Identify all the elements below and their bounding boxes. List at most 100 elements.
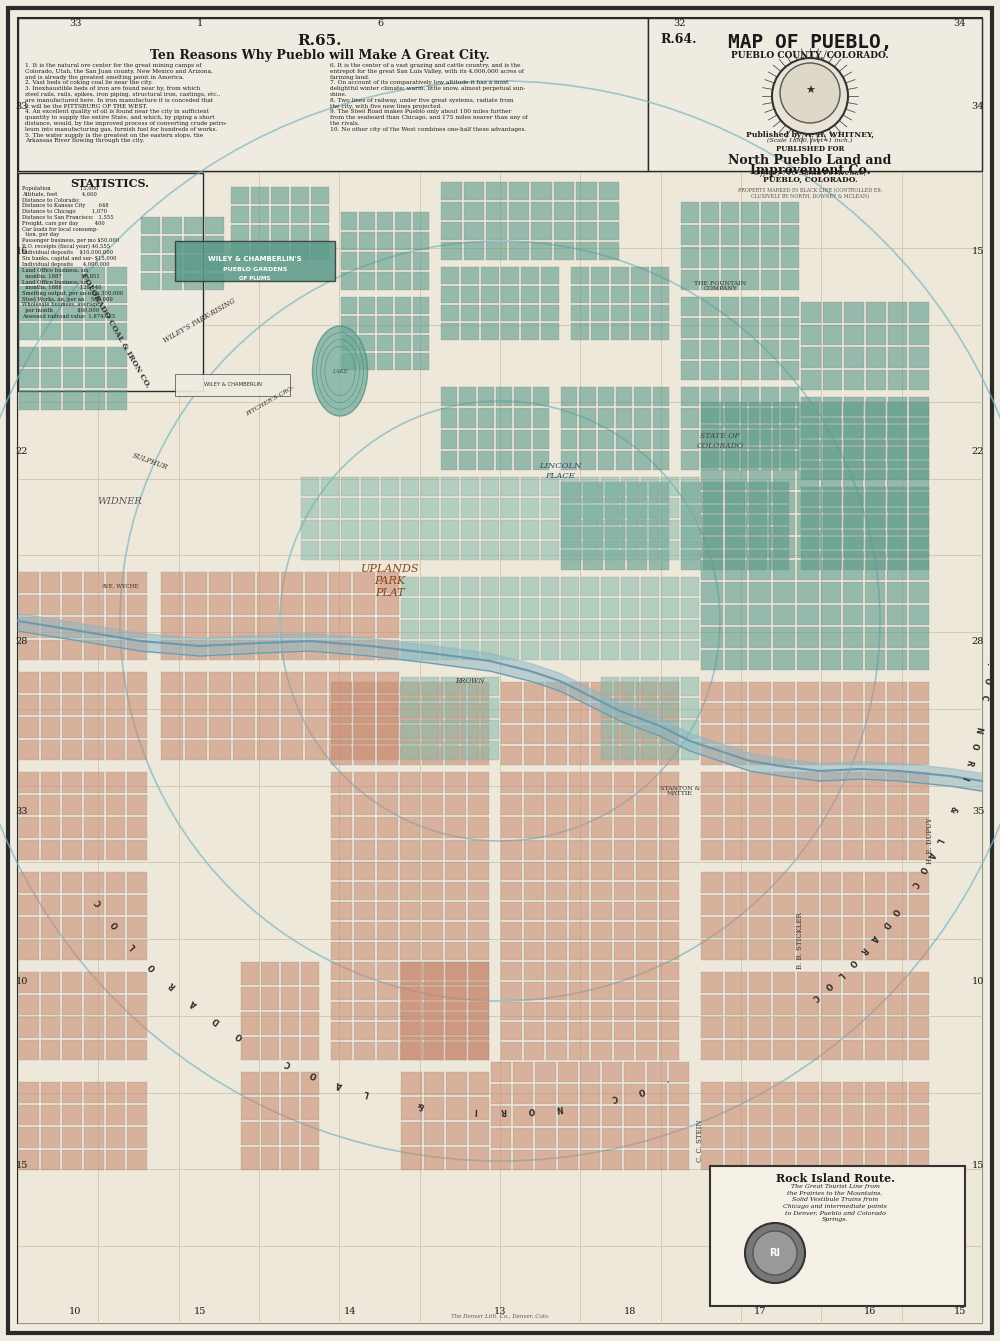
Bar xyxy=(568,746,589,764)
Bar xyxy=(725,995,747,1015)
Bar xyxy=(353,594,375,616)
Bar xyxy=(62,1126,82,1148)
Bar xyxy=(801,530,821,548)
Bar xyxy=(106,739,125,760)
Bar xyxy=(844,347,864,367)
Bar xyxy=(400,817,420,838)
Bar xyxy=(641,699,659,717)
Bar xyxy=(681,598,699,617)
Bar xyxy=(281,617,303,637)
Bar xyxy=(84,1082,104,1102)
Bar xyxy=(821,1016,841,1038)
Text: 6. It is the center of a vast grazing and cattle country, and is the
entrepot fo: 6. It is the center of a vast grazing an… xyxy=(330,63,528,131)
Bar xyxy=(761,247,779,267)
Bar xyxy=(331,1042,352,1059)
Bar xyxy=(681,577,699,597)
Bar xyxy=(614,1002,634,1021)
Bar xyxy=(354,703,375,723)
Bar xyxy=(747,527,767,547)
Bar xyxy=(887,817,907,838)
Bar xyxy=(865,649,885,670)
Bar xyxy=(531,182,552,200)
Bar xyxy=(636,683,656,701)
Bar xyxy=(701,451,719,469)
Bar xyxy=(658,817,679,838)
Bar xyxy=(41,640,60,660)
Bar xyxy=(823,325,842,345)
Bar xyxy=(888,461,907,480)
Bar xyxy=(821,917,841,937)
Bar xyxy=(887,995,907,1015)
Bar xyxy=(468,882,489,900)
Bar xyxy=(797,995,819,1015)
Bar xyxy=(721,202,739,223)
Bar xyxy=(681,699,699,717)
Bar xyxy=(321,519,339,539)
Bar xyxy=(703,527,723,547)
Bar xyxy=(421,620,439,638)
Bar xyxy=(281,987,299,1010)
Bar xyxy=(591,323,609,341)
Bar xyxy=(681,339,699,359)
Bar xyxy=(468,817,489,838)
Bar xyxy=(749,402,771,422)
Bar xyxy=(781,388,799,406)
Bar xyxy=(478,388,494,406)
Bar xyxy=(62,1082,82,1102)
Text: STATISTICS.: STATISTICS. xyxy=(70,178,150,189)
Bar xyxy=(311,186,329,204)
Bar xyxy=(701,772,723,793)
Text: WIDNER: WIDNER xyxy=(98,496,142,506)
Bar xyxy=(631,304,649,322)
Bar xyxy=(501,746,522,764)
Bar xyxy=(887,683,907,701)
Bar xyxy=(233,717,255,738)
Bar xyxy=(701,247,719,267)
Bar xyxy=(353,739,375,760)
Bar xyxy=(421,598,439,617)
Bar xyxy=(865,972,885,992)
Bar xyxy=(84,917,104,937)
Bar xyxy=(554,202,574,220)
Bar xyxy=(509,182,529,200)
Bar xyxy=(85,347,105,366)
Bar xyxy=(641,577,659,597)
Text: 16: 16 xyxy=(864,1306,876,1316)
Bar xyxy=(561,429,577,449)
Bar xyxy=(801,397,821,416)
Bar xyxy=(468,982,489,1000)
Bar xyxy=(331,839,352,860)
Text: WILEY & CHAMBERLIN: WILEY & CHAMBERLIN xyxy=(204,381,262,386)
Text: L: L xyxy=(835,970,845,979)
Bar xyxy=(271,205,289,223)
Bar xyxy=(107,286,127,303)
Bar xyxy=(41,839,60,860)
Bar xyxy=(591,902,612,920)
Bar xyxy=(887,746,907,764)
Bar xyxy=(909,508,929,527)
Bar xyxy=(62,995,82,1015)
Bar xyxy=(461,519,479,539)
Bar xyxy=(703,550,723,570)
Bar xyxy=(84,739,104,760)
Bar xyxy=(468,1022,489,1041)
Bar xyxy=(887,492,907,512)
Bar xyxy=(761,361,779,380)
Bar xyxy=(514,408,531,428)
Bar xyxy=(681,677,699,696)
Bar xyxy=(616,388,632,406)
Bar xyxy=(359,232,375,249)
Bar xyxy=(19,772,39,793)
Bar xyxy=(459,429,476,449)
Text: O: O xyxy=(846,956,857,968)
Bar xyxy=(801,347,821,367)
Bar xyxy=(546,941,566,960)
Bar xyxy=(598,408,614,428)
Bar xyxy=(781,339,799,359)
Bar xyxy=(591,304,609,322)
Bar xyxy=(701,429,719,449)
Bar xyxy=(377,1002,398,1021)
Bar xyxy=(424,1012,444,1035)
Bar xyxy=(797,772,819,793)
Bar xyxy=(546,862,566,880)
